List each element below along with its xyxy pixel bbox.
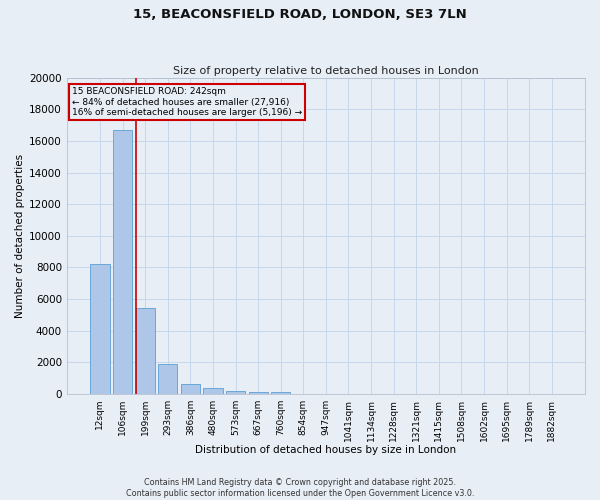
Bar bbox=[113, 130, 132, 394]
Bar bbox=[271, 392, 290, 394]
Text: Contains HM Land Registry data © Crown copyright and database right 2025.
Contai: Contains HM Land Registry data © Crown c… bbox=[126, 478, 474, 498]
Bar bbox=[226, 390, 245, 394]
Bar bbox=[136, 308, 155, 394]
Y-axis label: Number of detached properties: Number of detached properties bbox=[15, 154, 25, 318]
Title: Size of property relative to detached houses in London: Size of property relative to detached ho… bbox=[173, 66, 479, 76]
Text: 15 BEACONSFIELD ROAD: 242sqm
← 84% of detached houses are smaller (27,916)
16% o: 15 BEACONSFIELD ROAD: 242sqm ← 84% of de… bbox=[72, 87, 302, 117]
Bar bbox=[91, 264, 110, 394]
Bar bbox=[203, 388, 223, 394]
X-axis label: Distribution of detached houses by size in London: Distribution of detached houses by size … bbox=[196, 445, 457, 455]
Bar bbox=[248, 392, 268, 394]
Text: 15, BEACONSFIELD ROAD, LONDON, SE3 7LN: 15, BEACONSFIELD ROAD, LONDON, SE3 7LN bbox=[133, 8, 467, 20]
Bar bbox=[158, 364, 178, 394]
Bar bbox=[181, 384, 200, 394]
